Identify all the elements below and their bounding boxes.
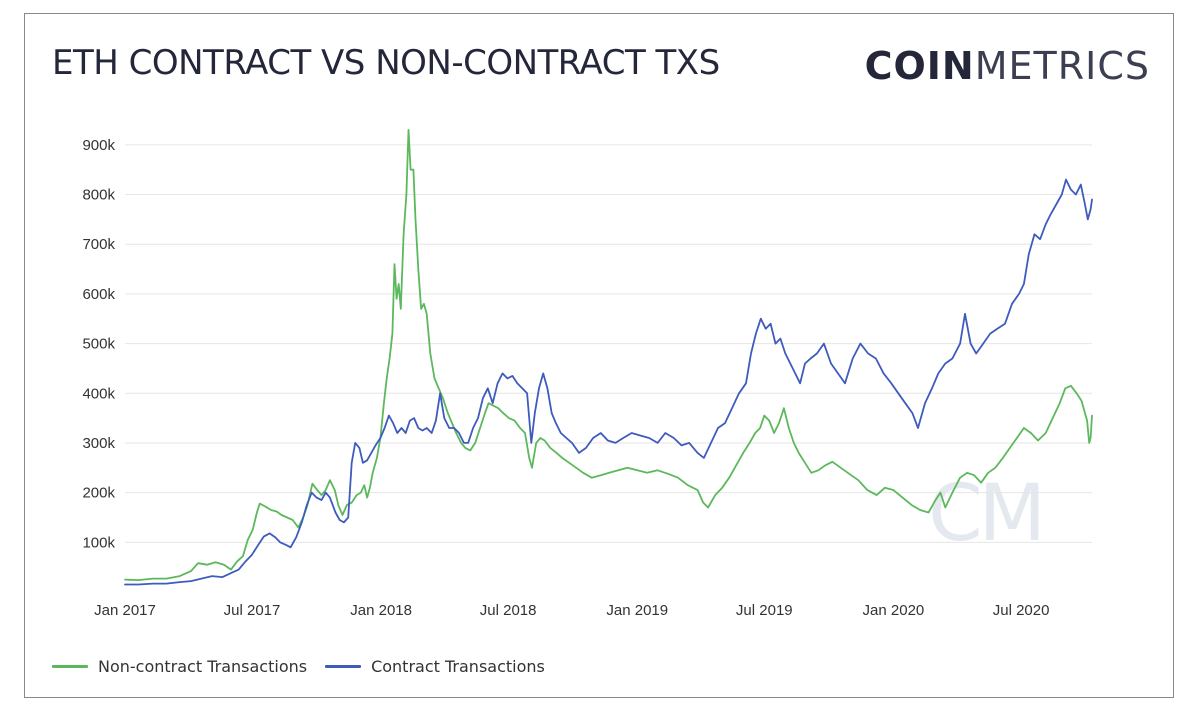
brand-logo-light: METRICS xyxy=(974,44,1150,88)
chart-frame xyxy=(24,13,1174,698)
x-tick-label: Jul 2020 xyxy=(993,602,1050,619)
x-tick-label: Jul 2018 xyxy=(480,602,537,619)
legend-swatch-contract xyxy=(325,665,362,668)
legend-label-non-contract: Non-contract Transactions xyxy=(98,657,308,676)
y-tick-label: 800k xyxy=(82,187,115,204)
y-tick-label: 100k xyxy=(82,534,115,551)
x-tick-label: Jan 2020 xyxy=(863,602,925,619)
brand-logo-bold: COIN xyxy=(864,44,975,88)
legend-swatch-non-contract xyxy=(52,665,88,668)
legend-item-non-contract[interactable]: Non-contract Transactions xyxy=(52,657,307,676)
y-tick-label: 700k xyxy=(82,236,115,253)
contract-series-line xyxy=(124,178,1093,586)
watermark-logo: CM xyxy=(928,469,1042,559)
y-tick-label: 400k xyxy=(82,385,115,402)
y-tick-label: 300k xyxy=(82,435,115,452)
y-tick-label: 900k xyxy=(82,137,115,154)
page-title: ETH CONTRACT VS NON-CONTRACT TXS xyxy=(52,43,720,83)
non-contract-series-line xyxy=(124,129,1093,581)
x-tick-label: Jul 2019 xyxy=(736,602,793,619)
x-tick-label: Jan 2018 xyxy=(350,602,412,619)
x-tick-label: Jan 2017 xyxy=(94,602,156,619)
y-tick-label: 500k xyxy=(82,336,115,353)
legend-item-contract[interactable]: Contract Transactions xyxy=(325,657,545,676)
legend-label-contract: Contract Transactions xyxy=(371,657,545,676)
y-tick-label: 600k xyxy=(82,286,115,303)
x-tick-label: Jan 2019 xyxy=(606,602,668,619)
y-tick-label: 200k xyxy=(82,485,115,502)
x-tick-label: Jul 2017 xyxy=(224,602,281,619)
chart-legend: Non-contract Transactions Contract Trans… xyxy=(52,657,563,676)
brand-logo: COINMETRICS xyxy=(865,44,1150,88)
